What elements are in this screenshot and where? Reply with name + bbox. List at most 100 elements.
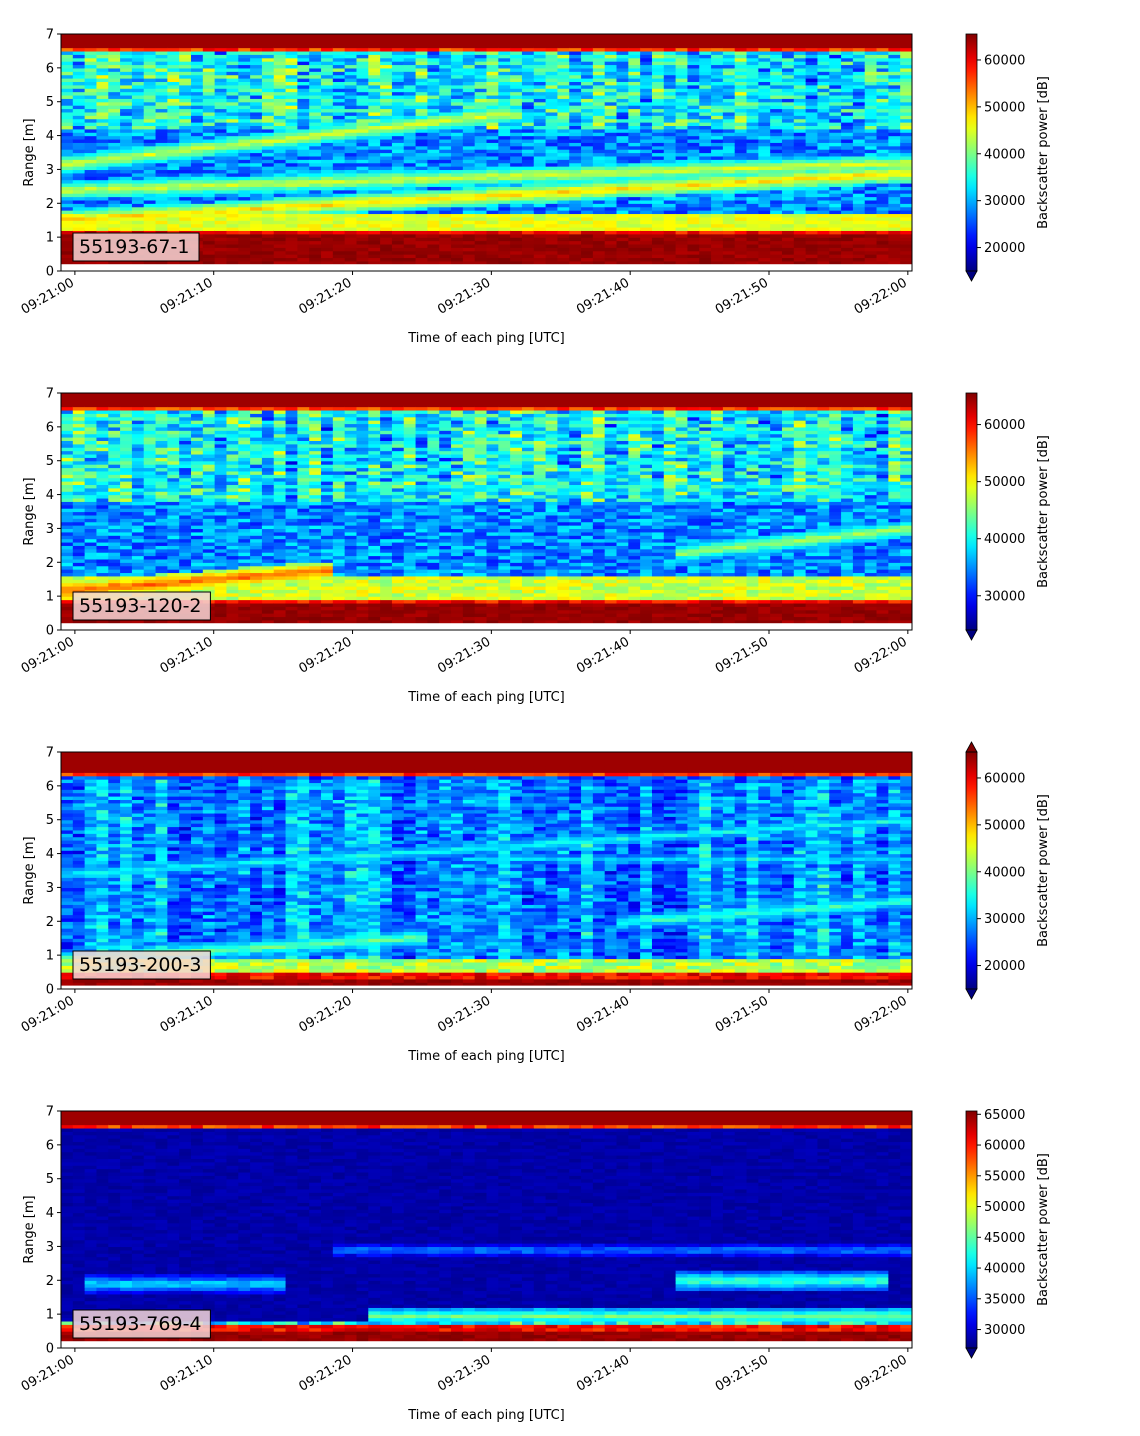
heatmap-cell xyxy=(72,105,86,110)
heatmap-cell xyxy=(569,159,582,164)
heatmap-cell xyxy=(285,101,298,106)
heatmap-cell xyxy=(628,50,641,55)
heatmap-cell xyxy=(545,145,559,150)
heatmap-cell xyxy=(722,135,736,140)
heatmap-cell xyxy=(841,226,854,231)
heatmap-cell xyxy=(226,199,239,204)
heatmap-cell xyxy=(675,78,689,82)
heatmap-cell xyxy=(285,182,298,187)
heatmap-cell xyxy=(805,71,819,76)
heatmap-cell xyxy=(640,84,653,89)
heatmap-cell xyxy=(628,128,641,133)
heatmap-cell xyxy=(817,37,830,42)
heatmap-cell xyxy=(439,254,452,259)
heatmap-cell xyxy=(486,226,499,231)
heatmap-cell xyxy=(297,223,310,228)
heatmap-cell xyxy=(297,186,310,191)
heatmap-cell xyxy=(545,118,559,123)
heatmap-cell xyxy=(687,125,700,130)
heatmap-cell xyxy=(900,230,912,235)
heatmap-cell xyxy=(533,81,547,86)
heatmap-cell xyxy=(841,81,854,86)
heatmap-cell xyxy=(261,257,275,262)
heatmap-cell xyxy=(734,257,748,262)
heatmap-cell xyxy=(202,67,216,72)
heatmap-cell xyxy=(545,101,559,106)
heatmap-cell xyxy=(391,196,405,201)
heatmap-cell xyxy=(250,81,263,86)
heatmap-cell xyxy=(356,101,369,106)
heatmap-cell xyxy=(687,223,700,228)
heatmap-cell xyxy=(758,199,771,204)
heatmap-cell xyxy=(143,223,157,228)
heatmap-cell xyxy=(640,78,653,82)
heatmap-cell xyxy=(356,111,369,116)
heatmap-cell xyxy=(687,44,700,49)
heatmap-cell xyxy=(72,50,86,55)
heatmap-cell xyxy=(581,210,594,215)
heatmap-cell xyxy=(651,199,665,204)
heatmap-cell xyxy=(699,50,712,55)
heatmap-cell xyxy=(96,216,109,221)
heatmap-cell xyxy=(191,44,204,49)
heatmap-cell xyxy=(616,243,629,248)
heatmap-cell xyxy=(864,230,878,235)
heatmap-cell xyxy=(592,108,606,113)
heatmap-cell xyxy=(72,61,86,66)
heatmap-cell xyxy=(592,220,606,225)
heatmap-cell xyxy=(309,213,322,218)
heatmap-cell xyxy=(734,220,748,225)
heatmap-cell xyxy=(108,44,121,49)
heatmap-cell xyxy=(131,125,145,130)
heatmap-cell xyxy=(202,220,216,225)
heatmap-cell xyxy=(391,91,405,96)
heatmap-cell xyxy=(380,203,393,208)
heatmap-cell xyxy=(191,138,204,143)
heatmap-cell xyxy=(781,115,795,120)
heatmap-cell xyxy=(415,118,429,123)
heatmap-cell xyxy=(628,40,641,45)
heatmap-cell xyxy=(356,84,369,89)
heatmap-cell xyxy=(297,179,310,184)
heatmap-cell xyxy=(616,67,629,72)
heatmap-cell xyxy=(592,50,606,55)
heatmap-cell xyxy=(427,142,440,147)
heatmap-cell xyxy=(687,213,700,218)
heatmap-cell xyxy=(770,216,783,221)
heatmap-cell xyxy=(663,57,677,62)
heatmap-cell xyxy=(581,172,594,177)
heatmap-cell xyxy=(770,223,783,228)
heatmap-cell xyxy=(486,230,499,235)
heatmap-cell xyxy=(628,74,641,79)
heatmap-cell xyxy=(214,193,228,198)
heatmap-cell xyxy=(61,78,74,82)
heatmap-cell xyxy=(852,199,866,204)
heatmap-cell xyxy=(226,71,239,76)
heatmap-cell xyxy=(746,257,759,262)
heatmap-cell xyxy=(427,240,440,245)
heatmap-cell xyxy=(238,159,251,164)
heatmap-cell xyxy=(675,132,689,137)
heatmap-cell xyxy=(356,145,369,150)
heatmap-cell xyxy=(380,155,393,160)
heatmap-cell xyxy=(202,91,216,96)
heatmap-cell xyxy=(699,159,712,164)
heatmap-cell xyxy=(805,54,819,59)
heatmap-cell xyxy=(864,54,878,59)
heatmap-cell xyxy=(628,159,641,164)
heatmap-cell xyxy=(72,128,86,133)
heatmap-cell xyxy=(581,78,594,82)
heatmap-cell xyxy=(770,47,783,52)
heatmap-cell xyxy=(663,71,677,76)
heatmap-cell xyxy=(569,250,582,255)
heatmap-cell xyxy=(297,91,310,96)
heatmap-cell xyxy=(663,189,677,194)
heatmap-cell xyxy=(805,169,819,174)
heatmap-cell xyxy=(309,243,322,248)
heatmap-cell xyxy=(569,257,582,262)
heatmap-cell xyxy=(675,118,689,123)
heatmap-cell xyxy=(143,40,157,45)
heatmap-cell xyxy=(285,233,298,238)
heatmap-cell xyxy=(616,199,629,204)
heatmap-cell xyxy=(380,74,393,79)
